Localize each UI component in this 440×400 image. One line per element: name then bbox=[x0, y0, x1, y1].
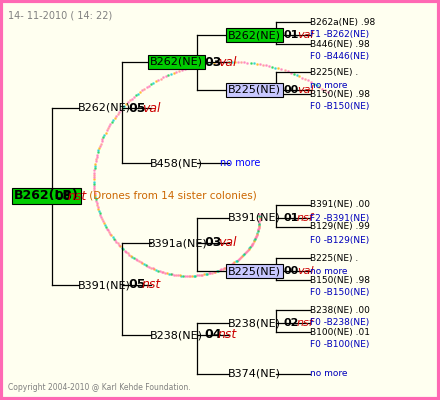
Text: F0 -B238(NE): F0 -B238(NE) bbox=[310, 318, 369, 328]
Text: no more: no more bbox=[310, 80, 348, 90]
Text: nst: nst bbox=[142, 278, 161, 292]
Text: val: val bbox=[218, 56, 237, 68]
Text: no more: no more bbox=[220, 158, 260, 168]
Text: nsf: nsf bbox=[297, 318, 314, 328]
Text: no more: no more bbox=[310, 266, 348, 276]
Text: B391(NE): B391(NE) bbox=[78, 280, 131, 290]
Text: B238(NE): B238(NE) bbox=[150, 330, 203, 340]
Text: B262a(NE) .98: B262a(NE) .98 bbox=[310, 18, 375, 26]
Text: B100(NE) .01: B100(NE) .01 bbox=[310, 328, 370, 336]
Text: nst: nst bbox=[68, 190, 87, 202]
Text: 03: 03 bbox=[204, 56, 221, 68]
Text: 08: 08 bbox=[54, 190, 71, 202]
Text: 02: 02 bbox=[283, 318, 298, 328]
Text: B262(NE): B262(NE) bbox=[150, 57, 203, 67]
Text: B238(NE): B238(NE) bbox=[228, 318, 281, 328]
Text: B391a(NE): B391a(NE) bbox=[148, 238, 208, 248]
Text: (Drones from 14 sister colonies): (Drones from 14 sister colonies) bbox=[86, 191, 257, 201]
Text: B446(NE) .98: B446(NE) .98 bbox=[310, 40, 370, 48]
Text: B225(NE) .: B225(NE) . bbox=[310, 254, 358, 262]
Text: B129(NE) .99: B129(NE) .99 bbox=[310, 222, 370, 232]
Text: B262(LB): B262(LB) bbox=[14, 190, 79, 202]
Text: Copyright 2004-2010 @ Karl Kehde Foundation.: Copyright 2004-2010 @ Karl Kehde Foundat… bbox=[8, 383, 191, 392]
Text: B150(NE) .98: B150(NE) .98 bbox=[310, 276, 370, 284]
Text: B391(NE) .00: B391(NE) .00 bbox=[310, 200, 370, 210]
Text: 01: 01 bbox=[283, 213, 298, 223]
Text: no more: no more bbox=[310, 370, 348, 378]
Text: val: val bbox=[218, 236, 237, 250]
Text: B391(NE): B391(NE) bbox=[228, 213, 281, 223]
Text: 05: 05 bbox=[128, 102, 146, 114]
Text: 00: 00 bbox=[283, 85, 298, 95]
Text: val: val bbox=[142, 102, 161, 114]
Text: 00: 00 bbox=[283, 266, 298, 276]
Text: val: val bbox=[297, 85, 314, 95]
Text: B225(NE) .: B225(NE) . bbox=[310, 68, 358, 76]
Text: F0 -B100(NE): F0 -B100(NE) bbox=[310, 340, 369, 350]
Text: nsf: nsf bbox=[297, 213, 314, 223]
Text: nst: nst bbox=[218, 328, 237, 342]
Text: 05: 05 bbox=[128, 278, 146, 292]
Text: B238(NE) .00: B238(NE) .00 bbox=[310, 306, 370, 314]
Text: val: val bbox=[297, 266, 314, 276]
Text: 14- 11-2010 ( 14: 22): 14- 11-2010 ( 14: 22) bbox=[8, 10, 112, 20]
Text: 03: 03 bbox=[204, 236, 221, 250]
Text: B374(NE): B374(NE) bbox=[228, 369, 281, 379]
Text: F2 -B391(NE): F2 -B391(NE) bbox=[310, 214, 369, 222]
Text: F0 -B446(NE): F0 -B446(NE) bbox=[310, 52, 369, 62]
Text: 04: 04 bbox=[204, 328, 221, 342]
Text: B262(NE): B262(NE) bbox=[78, 103, 131, 113]
Text: 01: 01 bbox=[283, 30, 298, 40]
Text: F0 -B129(NE): F0 -B129(NE) bbox=[310, 236, 369, 244]
Text: B225(NE): B225(NE) bbox=[228, 266, 281, 276]
Text: F0 -B150(NE): F0 -B150(NE) bbox=[310, 288, 369, 298]
Text: val: val bbox=[297, 30, 314, 40]
Text: B262(NE): B262(NE) bbox=[228, 30, 281, 40]
Text: F0 -B150(NE): F0 -B150(NE) bbox=[310, 102, 369, 112]
Text: F1 -B262(NE): F1 -B262(NE) bbox=[310, 30, 369, 40]
Text: B150(NE) .98: B150(NE) .98 bbox=[310, 90, 370, 98]
Text: B225(NE): B225(NE) bbox=[228, 85, 281, 95]
Text: B458(NE): B458(NE) bbox=[150, 158, 203, 168]
